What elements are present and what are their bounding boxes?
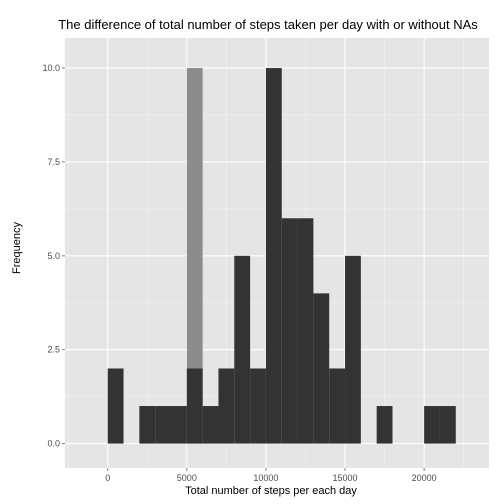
- histogram-bar: [186, 68, 203, 444]
- histogram-bar: [107, 368, 124, 444]
- histogram-bar: [424, 406, 440, 444]
- y-axis-ticks: 0.0 2.5 5.0 7.5 10.0: [42, 63, 65, 449]
- y-axis-title: Frequency: [11, 222, 23, 274]
- histogram-bar: [186, 368, 203, 444]
- x-tick-label: 10000: [253, 473, 278, 483]
- y-tick-label: 0.0: [47, 439, 60, 449]
- y-tick-label: 10.0: [42, 63, 60, 73]
- x-tick-label: 5000: [177, 473, 197, 483]
- histogram-bar: [155, 406, 171, 444]
- histogram-bar: [250, 368, 266, 444]
- y-tick-label: 7.5: [47, 157, 60, 167]
- histogram-bar: [218, 368, 235, 444]
- x-axis-title: Total number of steps per each day: [185, 485, 357, 497]
- histogram-bar: [439, 406, 456, 444]
- histogram-bar: [202, 406, 219, 444]
- histogram-bar: [265, 68, 282, 444]
- histogram-bar: [234, 255, 251, 444]
- bars-layer: [107, 68, 456, 444]
- x-tick-label: 0: [105, 473, 110, 483]
- histogram-bar: [171, 406, 187, 444]
- x-axis-ticks: 0 5000 10000 15000 20000: [105, 468, 437, 483]
- x-tick-label: 20000: [412, 473, 437, 483]
- histogram-bar: [345, 255, 361, 444]
- histogram-bar: [281, 218, 298, 444]
- histogram-bar: [297, 218, 314, 444]
- x-tick-label: 15000: [333, 473, 358, 483]
- histogram-bar: [376, 406, 393, 444]
- histogram-bar: [313, 293, 330, 444]
- histogram-bar: [139, 406, 156, 444]
- y-tick-label: 2.5: [47, 345, 60, 355]
- y-tick-label: 5.0: [47, 251, 60, 261]
- histogram-bar: [329, 368, 346, 444]
- chart-title: The difference of total number of steps …: [58, 17, 478, 32]
